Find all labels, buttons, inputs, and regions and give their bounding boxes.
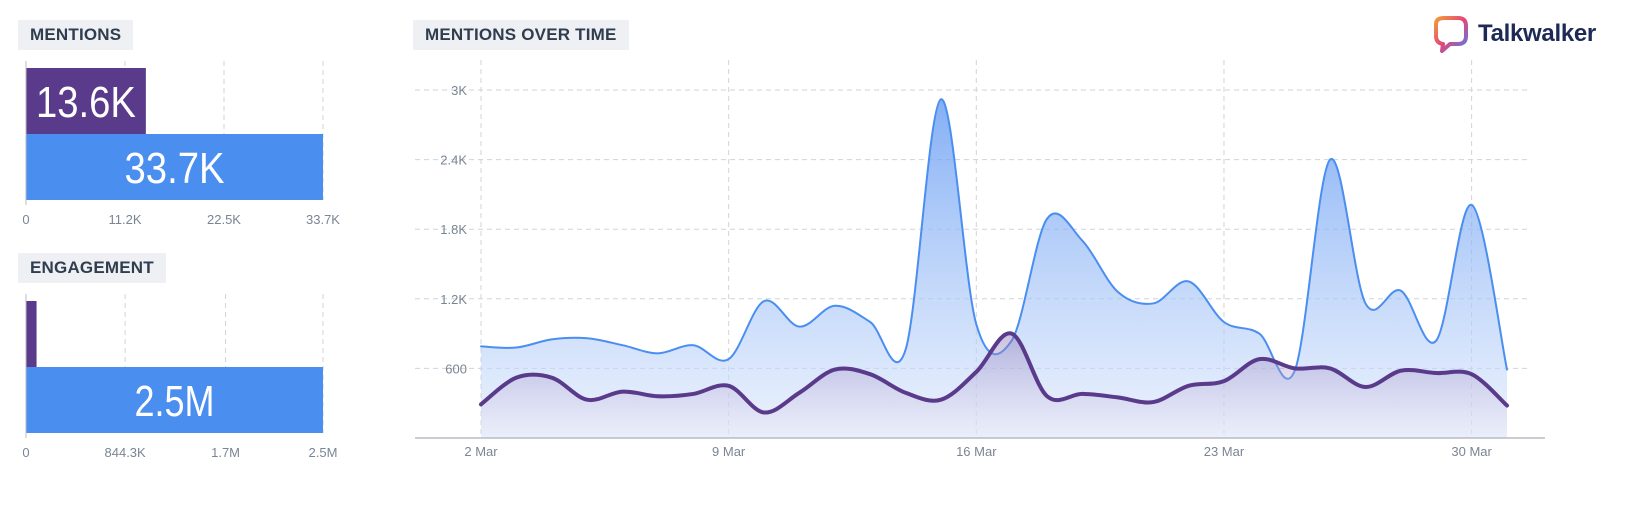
mentions-bar-label-2: 33.7K xyxy=(125,144,225,193)
mentions-bar-2 xyxy=(26,134,323,200)
y-tick-label: 600 xyxy=(445,361,467,376)
mentions-tick-label: 33.7K xyxy=(306,212,340,227)
y-tick-label: 1.8K xyxy=(440,222,467,237)
y-tick-label: 1.2K xyxy=(440,292,467,307)
series-2-line xyxy=(479,331,1509,415)
engagement-bar-2 xyxy=(26,367,323,433)
x-tick-label: 9 Mar xyxy=(712,444,746,459)
engagement-tick-label: 0 xyxy=(22,445,29,460)
engagement-bar-chart: 2.5M 0 844.3K 1.7M 2.5M xyxy=(22,294,338,460)
series-2-area xyxy=(481,333,1507,438)
x-tick-label: 30 Mar xyxy=(1451,444,1492,459)
x-tick-label: 16 Mar xyxy=(956,444,997,459)
engagement-bar-1 xyxy=(26,301,37,367)
engagement-tick-label: 844.3K xyxy=(105,445,147,460)
mentions-tick-label: 22.5K xyxy=(207,212,241,227)
talkwalker-logo: Talkwalker xyxy=(1430,12,1596,56)
brand-name: Talkwalker xyxy=(1478,20,1596,47)
engagement-bar-label-2: 2.5M xyxy=(135,377,215,426)
mentions-bar-1 xyxy=(26,68,146,134)
mentions-tick-label: 11.2K xyxy=(108,212,141,227)
engagement-title: ENGAGEMENT xyxy=(18,253,166,283)
mentions-over-time-chart: 600 1.2K 1.8K 2.4K 3K 2 Mar 9 Mar 16 Mar 23 Mar 3… xyxy=(415,60,1545,459)
x-tick-label: 23 Mar xyxy=(1204,444,1245,459)
x-tick-label: 2 Mar xyxy=(464,444,498,459)
series-1-area xyxy=(481,99,1507,439)
engagement-tick-label: 1.7M xyxy=(211,445,240,460)
y-tick-label: 2.4K xyxy=(440,153,467,168)
mentions-bar-label-1: 13.6K xyxy=(36,78,136,127)
y-tick-label: 3K xyxy=(451,83,467,98)
mentions-over-time-title: MENTIONS OVER TIME xyxy=(413,20,629,50)
engagement-tick-label: 2.5M xyxy=(309,445,338,460)
mentions-title: MENTIONS xyxy=(18,20,134,50)
mentions-bar-chart: 13.6K 33.7K 0 11.2K 22.5K 33.7K xyxy=(22,61,340,227)
mentions-tick-label: 0 xyxy=(22,212,29,227)
talkwalker-speech-bubble-icon xyxy=(1434,16,1468,53)
